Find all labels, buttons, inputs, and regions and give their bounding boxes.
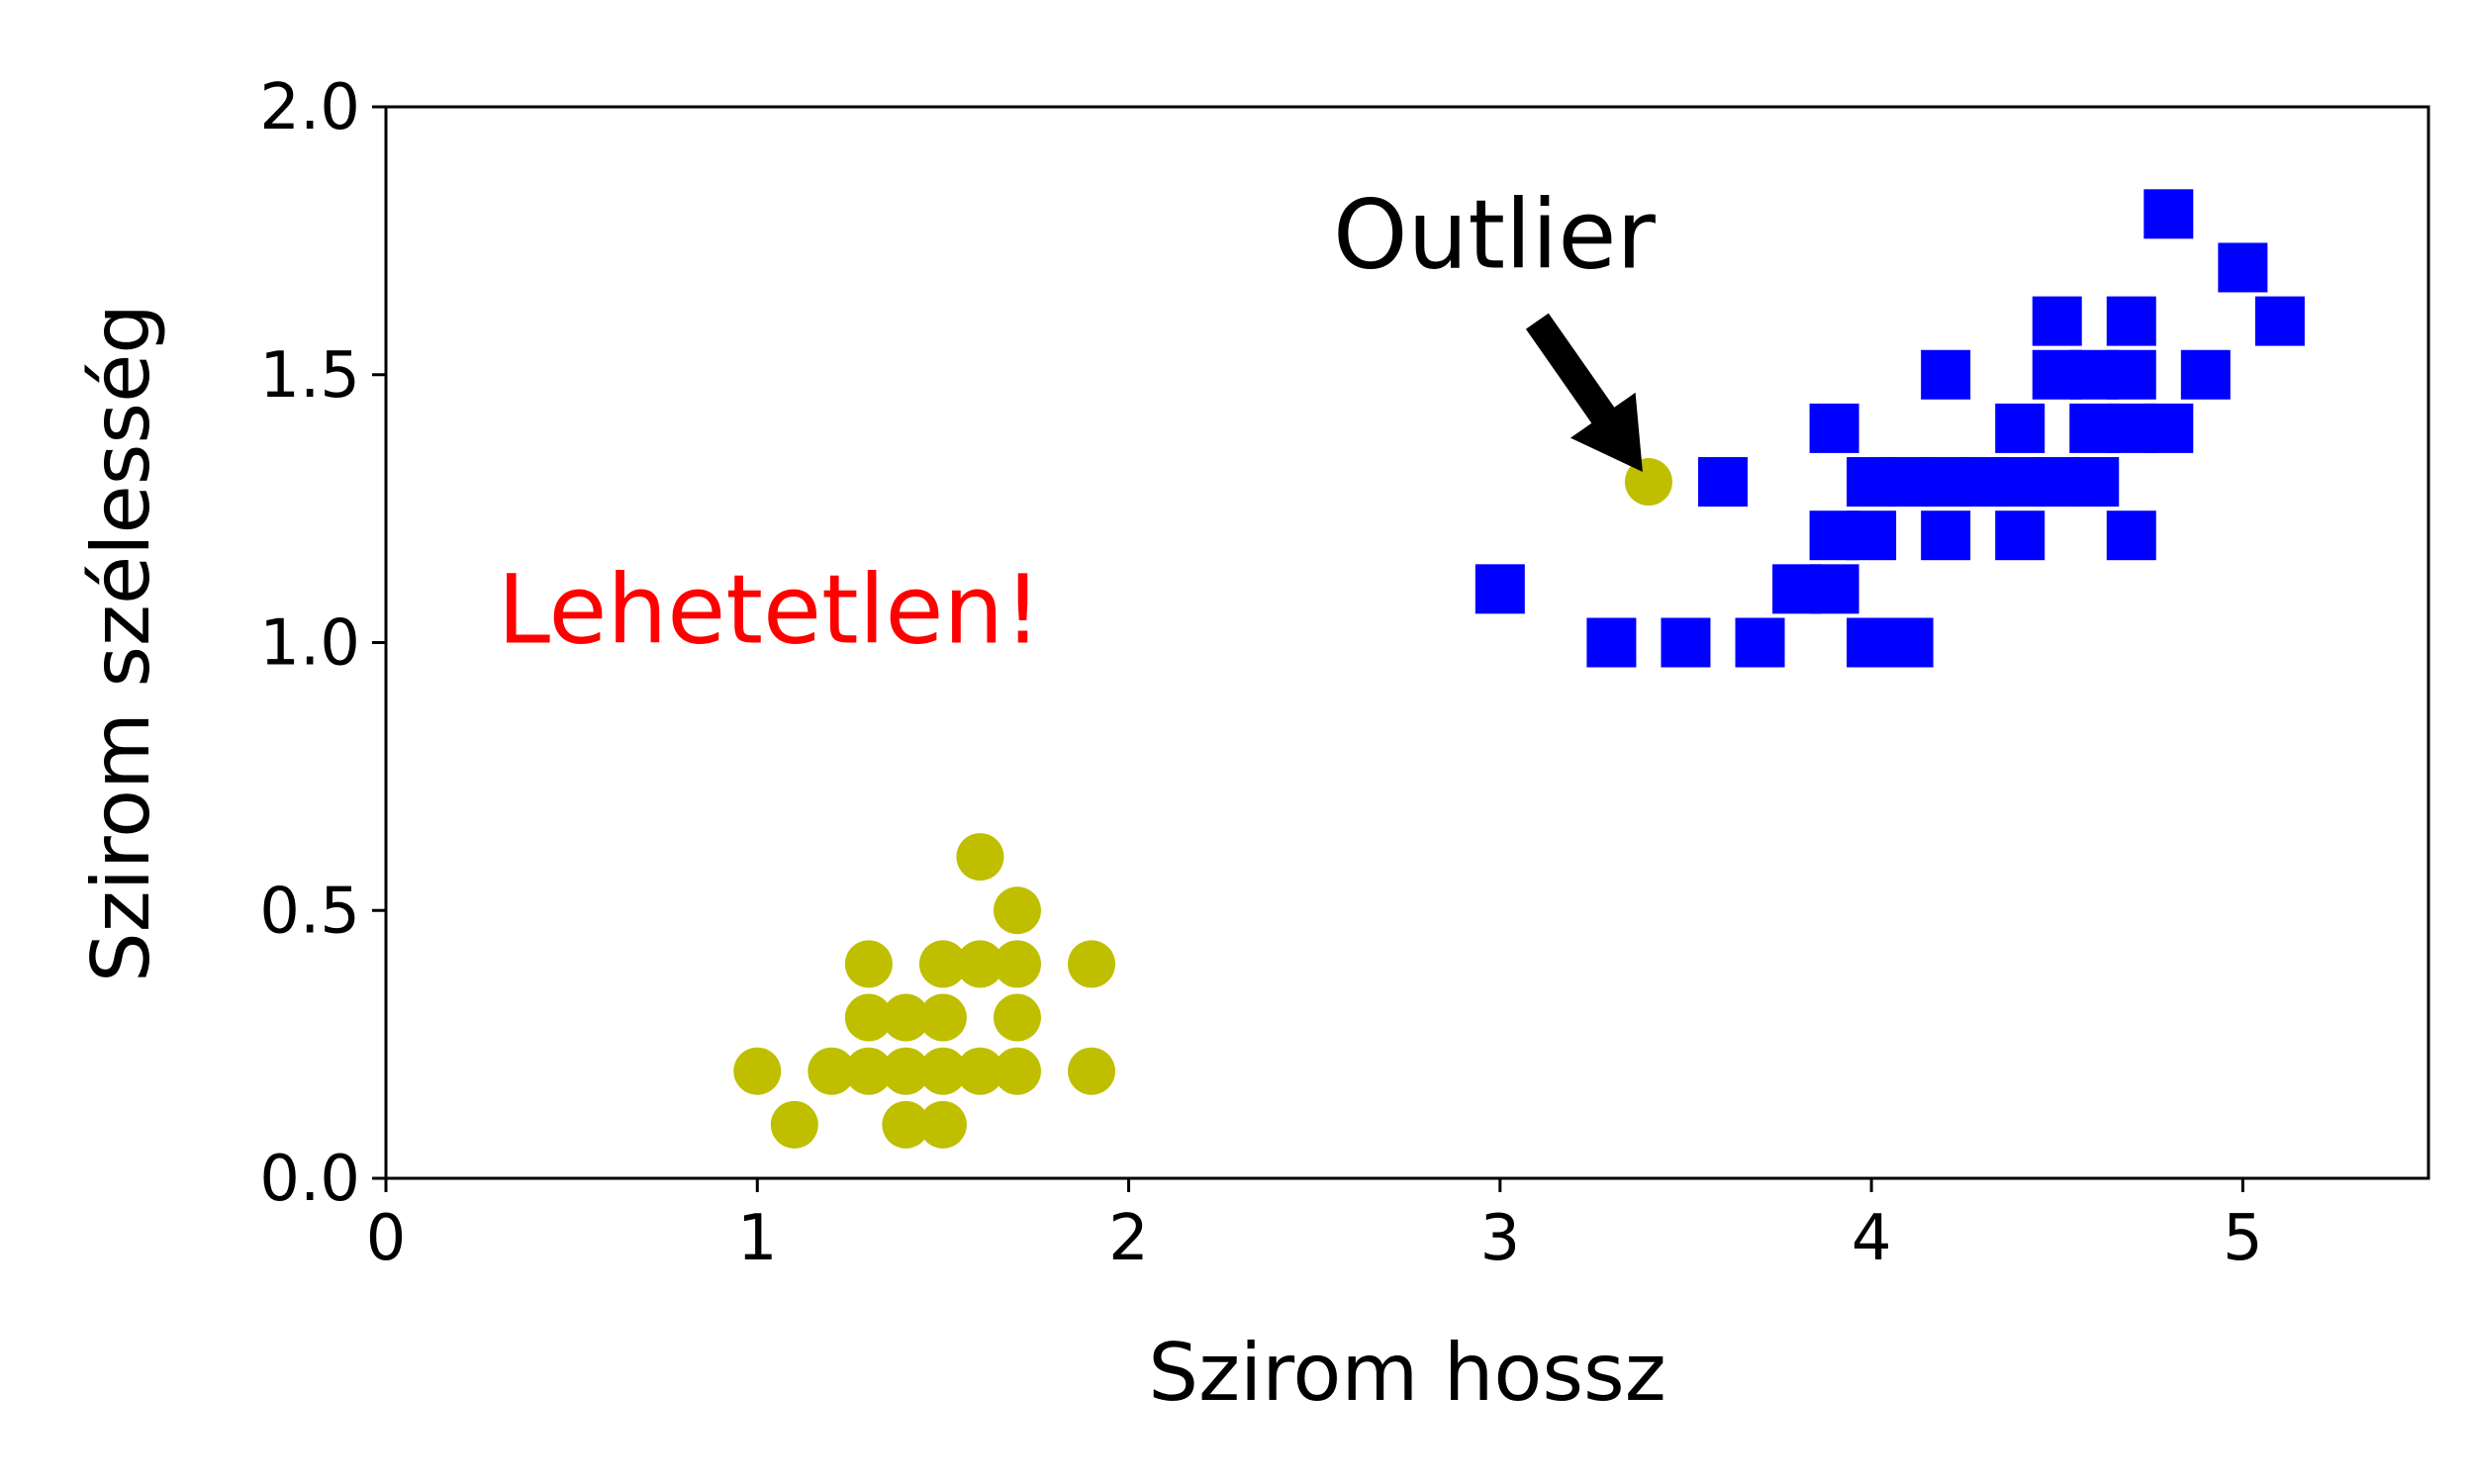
circle-point [956,833,1004,881]
y-axis-title: Szirom szélesség [75,304,167,982]
annotations: Outlier Lehetetlen! [498,179,1657,665]
square-point [1921,510,1971,561]
plot-area [384,105,2430,1180]
outlier-label: Outlier [1333,179,1656,290]
y-tick-label: 1.5 [259,339,360,413]
circle-point [882,1047,930,1095]
square-point [1883,617,1934,668]
circle-point [808,1047,856,1095]
square-point [2069,457,2120,508]
circle-point [844,940,893,988]
y-tick-label: 1.0 [259,607,360,681]
x-tick-label: 3 [1479,1202,1520,1275]
square-point [1809,403,1859,453]
square-point [1661,617,1711,668]
circle-point [993,993,1041,1042]
circle-point [882,993,930,1042]
square-point [1921,349,1971,400]
square-point [1586,617,1637,668]
circle-point [993,940,1041,988]
square-point [2106,296,2156,346]
y-tick-label: 2.0 [259,71,360,144]
circle-point [1068,1047,1116,1095]
circle-point [918,1047,967,1095]
square-point [2106,510,2156,561]
impossible-label: Lehetetlen! [498,555,1042,666]
data-points [733,189,2305,1149]
y-tick-label: 0.5 [259,875,360,948]
square-point [1475,564,1525,614]
circle-point [882,1100,930,1149]
circle-point [993,1047,1041,1095]
circle-point [993,886,1041,935]
circle-point [918,940,967,988]
y-tick-label: 0.0 [259,1143,360,1216]
circle-point [844,993,893,1042]
square-point [1697,457,1748,508]
x-tick-label: 2 [1108,1202,1149,1275]
axis-ticks: 0 1 2 3 4 5 0.0 0.5 1.0 1.5 2.0 [259,71,2263,1275]
circle-point [956,1047,1004,1095]
x-tick-label: 1 [737,1202,778,1275]
square-point [1847,510,1897,561]
square-point [2180,349,2231,400]
circle-point [733,1047,782,1095]
circle-point [1068,940,1116,988]
square-point [2254,296,2305,346]
x-axis-title: Szirom hossz [1148,1327,1665,1419]
square-point [1995,403,2046,453]
square-point [2106,349,2156,400]
square-point [2143,189,2194,239]
square-point [1735,617,1785,668]
circle-point [844,1047,893,1095]
outlier-arrow [1525,313,1643,472]
square-point [2218,242,2268,293]
x-tick-label: 5 [2223,1202,2263,1275]
square-point [1995,510,2046,561]
circle-point [770,1100,818,1149]
circle-point [956,940,1004,988]
square-point [2143,403,2194,453]
circle-point [1624,458,1672,507]
x-tick-label: 0 [366,1202,407,1275]
circle-point [918,1100,967,1149]
square-point [1809,564,1859,614]
circle-point [918,993,967,1042]
square-point [2032,296,2082,346]
x-tick-label: 4 [1852,1202,1892,1275]
